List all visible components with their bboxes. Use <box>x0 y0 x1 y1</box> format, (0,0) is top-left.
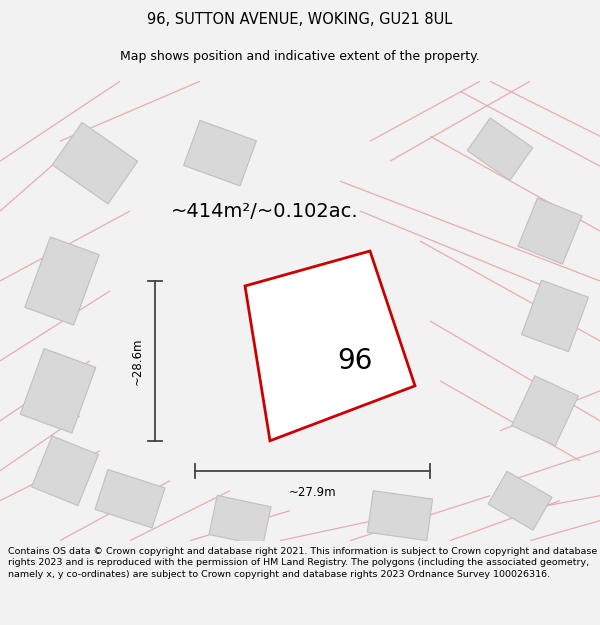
Polygon shape <box>488 471 552 530</box>
Polygon shape <box>25 237 99 325</box>
Polygon shape <box>275 281 390 396</box>
Polygon shape <box>52 122 138 204</box>
Polygon shape <box>95 469 165 528</box>
Text: 96, SUTTON AVENUE, WOKING, GU21 8UL: 96, SUTTON AVENUE, WOKING, GU21 8UL <box>148 11 452 26</box>
Polygon shape <box>518 198 582 264</box>
Text: Map shows position and indicative extent of the property.: Map shows position and indicative extent… <box>120 49 480 62</box>
Polygon shape <box>367 491 433 541</box>
Polygon shape <box>467 118 533 181</box>
Polygon shape <box>184 121 256 186</box>
Polygon shape <box>521 280 589 352</box>
Text: ~28.6m: ~28.6m <box>131 337 143 384</box>
Polygon shape <box>245 251 415 441</box>
Polygon shape <box>512 376 578 446</box>
Text: 96: 96 <box>337 347 373 375</box>
Polygon shape <box>209 496 271 546</box>
Text: ~27.9m: ~27.9m <box>289 486 337 499</box>
Polygon shape <box>20 349 96 433</box>
Polygon shape <box>32 436 98 506</box>
Text: ~414m²/~0.102ac.: ~414m²/~0.102ac. <box>171 202 359 221</box>
Text: Contains OS data © Crown copyright and database right 2021. This information is : Contains OS data © Crown copyright and d… <box>8 547 597 579</box>
